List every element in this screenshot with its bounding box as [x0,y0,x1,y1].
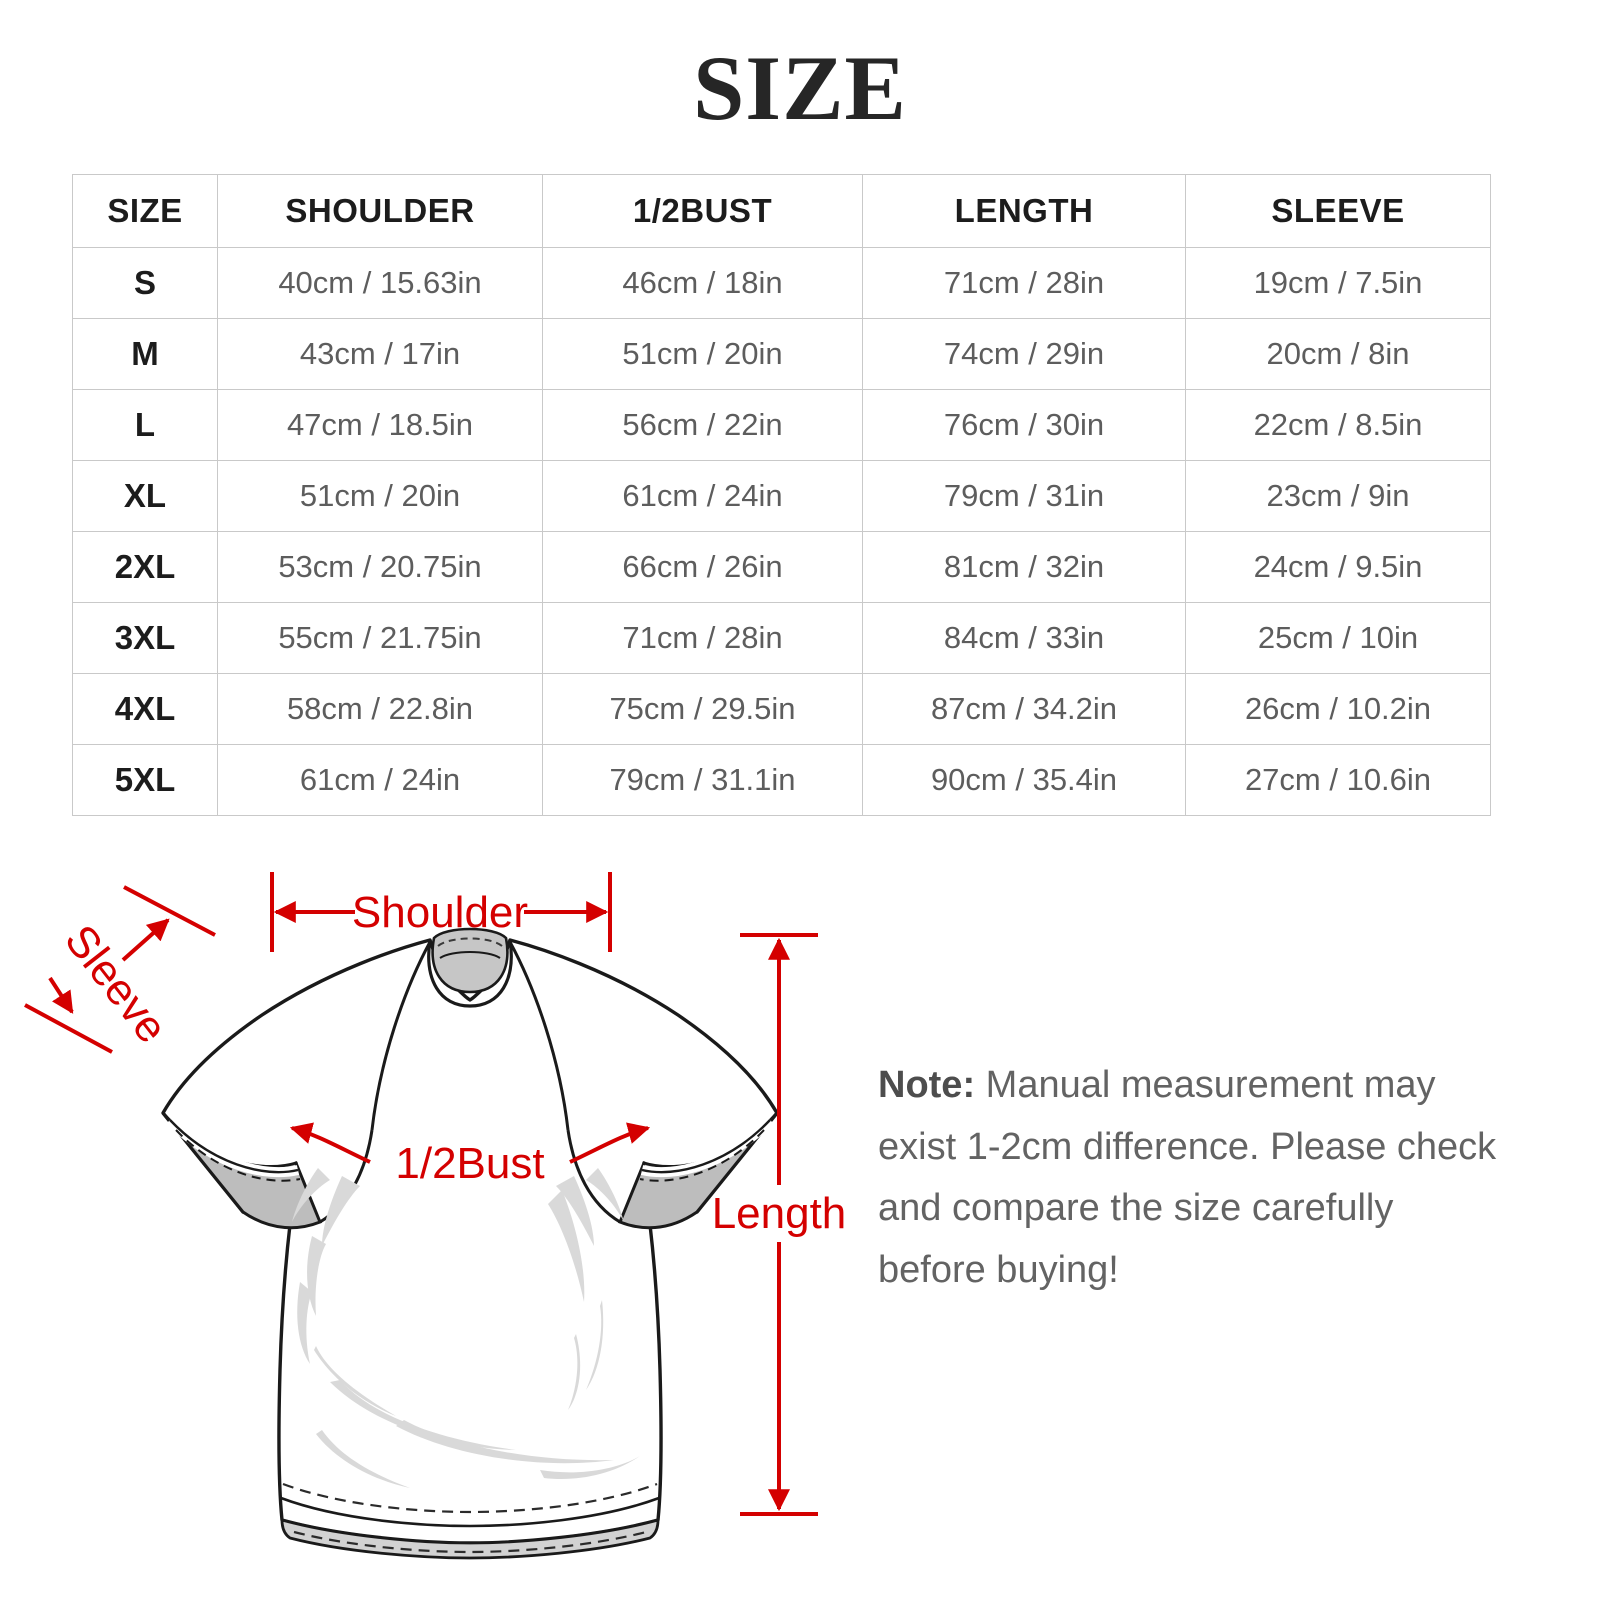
column-header-shoulder: SHOULDER [217,174,543,248]
cell-bust: 51cm / 20in [542,318,863,390]
tshirt-hem-stitch-lower [293,1530,647,1554]
table-row: S 40cm / 15.63in 46cm / 18in 71cm / 28in… [72,247,1491,319]
page-title: SIZE [693,37,907,139]
cell-length: 76cm / 30in [862,389,1186,461]
table-header-row: SIZE SHOULDER 1/2BUST LENGTH SLEEVE [72,174,1491,248]
cell-bust: 46cm / 18in [542,247,863,319]
cell-bust: 79cm / 31.1in [542,744,863,816]
cell-length: 84cm / 33in [862,602,1186,674]
sleeve-arrow-upper [121,918,170,962]
tshirt-armhole-right [566,1129,621,1224]
tshirt-collar-band [431,927,509,994]
bust-arrow-left [289,1122,371,1164]
cell-bust: 75cm / 29.5in [542,673,863,745]
table-row: M 43cm / 17in 51cm / 20in 74cm / 29in 20… [72,318,1491,390]
table-row: 3XL 55cm / 21.75in 71cm / 28in 84cm / 33… [72,602,1491,674]
tshirt-cuff-right-fold-line [641,1119,771,1174]
cell-shoulder: 43cm / 17in [217,318,543,390]
cell-length: 90cm / 35.4in [862,744,1186,816]
cell-size: 4XL [72,673,218,745]
tshirt-collar-stitch [437,937,503,947]
sleeve-tick-upper [123,885,216,937]
tshirt-hem-stitch-upper [282,1482,658,1514]
cell-size: S [72,247,218,319]
cell-sleeve: 24cm / 9.5in [1185,531,1491,603]
sleeve-tick-lower [24,1003,113,1054]
cell-sleeve: 19cm / 7.5in [1185,247,1491,319]
cell-shoulder: 40cm / 15.63in [217,247,543,319]
cell-bust: 66cm / 26in [542,531,863,603]
shoulder-measure-group [270,872,612,952]
sleeve-arrow-lower [48,976,74,1014]
cell-shoulder: 47cm / 18.5in [217,389,543,461]
cell-length: 74cm / 29in [862,318,1186,390]
tshirt-cuff-left-fold-line [169,1119,299,1174]
cell-size: 5XL [72,744,218,816]
table-header: SIZE SHOULDER 1/2BUST LENGTH SLEEVE [72,174,1491,248]
table-row: XL 51cm / 20in 61cm / 24in 79cm / 31in 2… [72,460,1491,532]
cell-size: 3XL [72,602,218,674]
cell-length: 81cm / 32in [862,531,1186,603]
cell-shoulder: 58cm / 22.8in [217,673,543,745]
cell-bust: 71cm / 28in [542,602,863,674]
tshirt-illustration [161,927,779,1560]
column-header-length: LENGTH [862,174,1186,248]
cell-shoulder: 61cm / 24in [217,744,543,816]
column-header-sleeve: SLEEVE [1185,174,1491,248]
table-row: 4XL 58cm / 22.8in 75cm / 29.5in 87cm / 3… [72,673,1491,745]
sleeve-measure-group [24,885,216,1054]
table-row: 5XL 61cm / 24in 79cm / 31.1in 90cm / 35.… [72,744,1491,816]
cell-shoulder: 51cm / 20in [217,460,543,532]
bust-arrow-right [569,1122,651,1164]
length-label: Length [712,1189,847,1238]
cell-size: L [72,389,218,461]
note-text: Manual measurement may exist 1-2cm diffe… [878,1064,1497,1291]
cell-size: M [72,318,218,390]
table-body: S 40cm / 15.63in 46cm / 18in 71cm / 28in… [72,247,1491,816]
tshirt-hem-band [280,1518,660,1560]
cell-shoulder: 55cm / 21.75in [217,602,543,674]
bust-measure-group [289,1122,651,1164]
table-row: 2XL 53cm / 20.75in 66cm / 26in 81cm / 32… [72,531,1491,603]
tshirt-fabric-folds [292,1168,640,1488]
cell-size: 2XL [72,531,218,603]
note-block: Note: Manual measurement may exist 1-2cm… [878,1055,1503,1301]
column-header-size: SIZE [72,174,218,248]
cell-length: 87cm / 34.2in [862,673,1186,745]
tshirt-collar-outer [427,939,513,1008]
length-measure-group [740,933,818,1516]
bust-label: 1/2Bust [395,1139,544,1188]
cell-length: 71cm / 28in [862,247,1186,319]
tshirt-cuff-left-stitch [175,1129,301,1182]
tshirt-measurement-diagram: Shoulder Sleeve 1/2Bust Length [24,872,847,1560]
tshirt-shoulder-seam-left [370,941,432,1131]
cell-sleeve: 22cm / 8.5in [1185,389,1491,461]
column-header-bust: 1/2BUST [542,174,863,248]
note-label: Note: [878,1064,976,1106]
cell-shoulder: 53cm / 20.75in [217,531,543,603]
cell-size: XL [72,460,218,532]
cell-sleeve: 20cm / 8in [1185,318,1491,390]
cell-sleeve: 25cm / 10in [1185,602,1491,674]
cell-sleeve: 23cm / 9in [1185,460,1491,532]
size-chart-table: SIZE SHOULDER 1/2BUST LENGTH SLEEVE S 40… [72,174,1491,816]
cell-sleeve: 27cm / 10.6in [1185,744,1491,816]
cell-sleeve: 26cm / 10.2in [1185,673,1491,745]
table-row: L 47cm / 18.5in 56cm / 22in 76cm / 30in … [72,389,1491,461]
shoulder-label: Shoulder [352,888,528,937]
size-chart-table-container: SIZE SHOULDER 1/2BUST LENGTH SLEEVE S 40… [72,174,1491,816]
tshirt-cuff-right-stitch [639,1129,765,1182]
tshirt-hem-fold [280,1496,660,1528]
tshirt-collar-inner-edge [439,951,501,959]
cell-bust: 56cm / 22in [542,389,863,461]
cell-bust: 61cm / 24in [542,460,863,532]
cell-length: 79cm / 31in [862,460,1186,532]
tshirt-shoulder-seam-right [508,941,570,1131]
